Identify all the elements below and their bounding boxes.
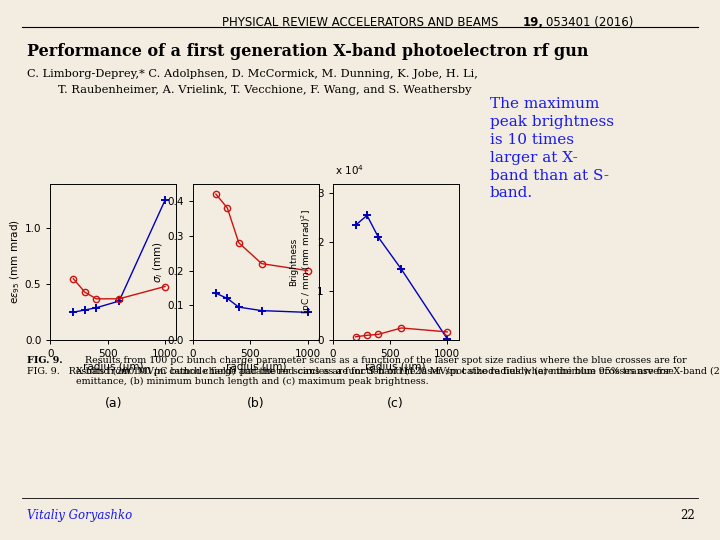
Text: 053401 (2016): 053401 (2016) xyxy=(546,16,633,29)
Text: C. Limborg-Deprey,* C. Adolphsen, D. McCormick, M. Dunning, K. Jobe, H. Li,: C. Limborg-Deprey,* C. Adolphsen, D. McC… xyxy=(27,69,478,79)
Text: T. Raubenheimer, A. Vrielink, T. Vecchione, F. Wang, and S. Weathersby: T. Raubenheimer, A. Vrielink, T. Vecchio… xyxy=(58,85,471,95)
Text: (b): (b) xyxy=(247,396,265,409)
Text: (c): (c) xyxy=(387,396,404,409)
Y-axis label: Brightness
[pC / mm (mm mrad)$^2$]: Brightness [pC / mm (mm mrad)$^2$] xyxy=(289,210,314,314)
Text: (a): (a) xyxy=(104,396,122,409)
Text: FIG. 9.   Results from 100 pC bunch charge parameter scans as a function of the : FIG. 9. Results from 100 pC bunch charge… xyxy=(27,367,720,376)
Text: 19,: 19, xyxy=(523,16,544,29)
Text: FIG. 9.: FIG. 9. xyxy=(27,356,63,366)
Text: 22: 22 xyxy=(680,509,695,522)
X-axis label: radius (μm): radius (μm) xyxy=(83,362,144,372)
Text: PHYSICAL REVIEW ACCELERATORS AND BEAMS: PHYSICAL REVIEW ACCELERATORS AND BEAMS xyxy=(222,16,498,29)
Y-axis label: e$\varepsilon_{95}$ (mm mrad): e$\varepsilon_{95}$ (mm mrad) xyxy=(9,219,22,305)
Text: The maximum
peak brightness
is 10 times
larger at X-
band than at S-
band.: The maximum peak brightness is 10 times … xyxy=(490,97,613,200)
X-axis label: radius (μm): radius (μm) xyxy=(225,362,287,372)
Text: x 10$^4$: x 10$^4$ xyxy=(336,164,364,177)
Y-axis label: $\sigma_l$ (mm): $\sigma_l$ (mm) xyxy=(151,241,165,282)
Text: Results from 100 pC bunch charge parameter scans as a function of the laser spot: Results from 100 pC bunch charge paramet… xyxy=(76,356,687,386)
X-axis label: radius (μm): radius (μm) xyxy=(365,362,426,372)
Text: Performance of a first generation X-band photoelectron rf gun: Performance of a first generation X-band… xyxy=(27,43,589,60)
Text: Vitaliy Goryashko: Vitaliy Goryashko xyxy=(27,509,132,522)
